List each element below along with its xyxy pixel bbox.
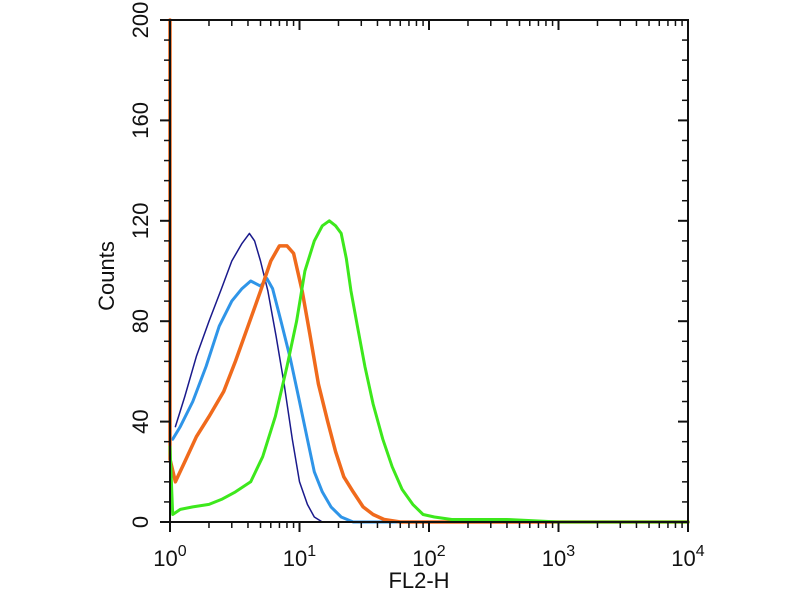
axis-ticks: 100 101 102 103 104 0 40 80 120 160 200 <box>128 2 705 571</box>
y-tick-label: 0 <box>128 516 153 528</box>
series-line-3 <box>168 18 690 524</box>
x-tick-label: 104 <box>671 543 704 571</box>
series-layer <box>168 18 690 524</box>
y-tick-label: 200 <box>128 2 153 39</box>
x-tick-label: 101 <box>283 543 316 571</box>
y-tick-label: 120 <box>128 202 153 239</box>
y-axis-title: Counts <box>94 241 119 311</box>
x-axis-title: FL2-H <box>388 568 449 593</box>
x-tick-label: 102 <box>412 543 445 571</box>
series-line-2 <box>171 277 690 524</box>
plot-frame <box>169 19 689 523</box>
series-line-4 <box>168 219 690 524</box>
y-tick-label: 160 <box>128 102 153 139</box>
x-tick-label: 100 <box>153 543 186 571</box>
x-tick-label: 103 <box>542 543 575 571</box>
y-tick-label: 40 <box>128 409 153 433</box>
y-tick-label: 80 <box>128 309 153 333</box>
